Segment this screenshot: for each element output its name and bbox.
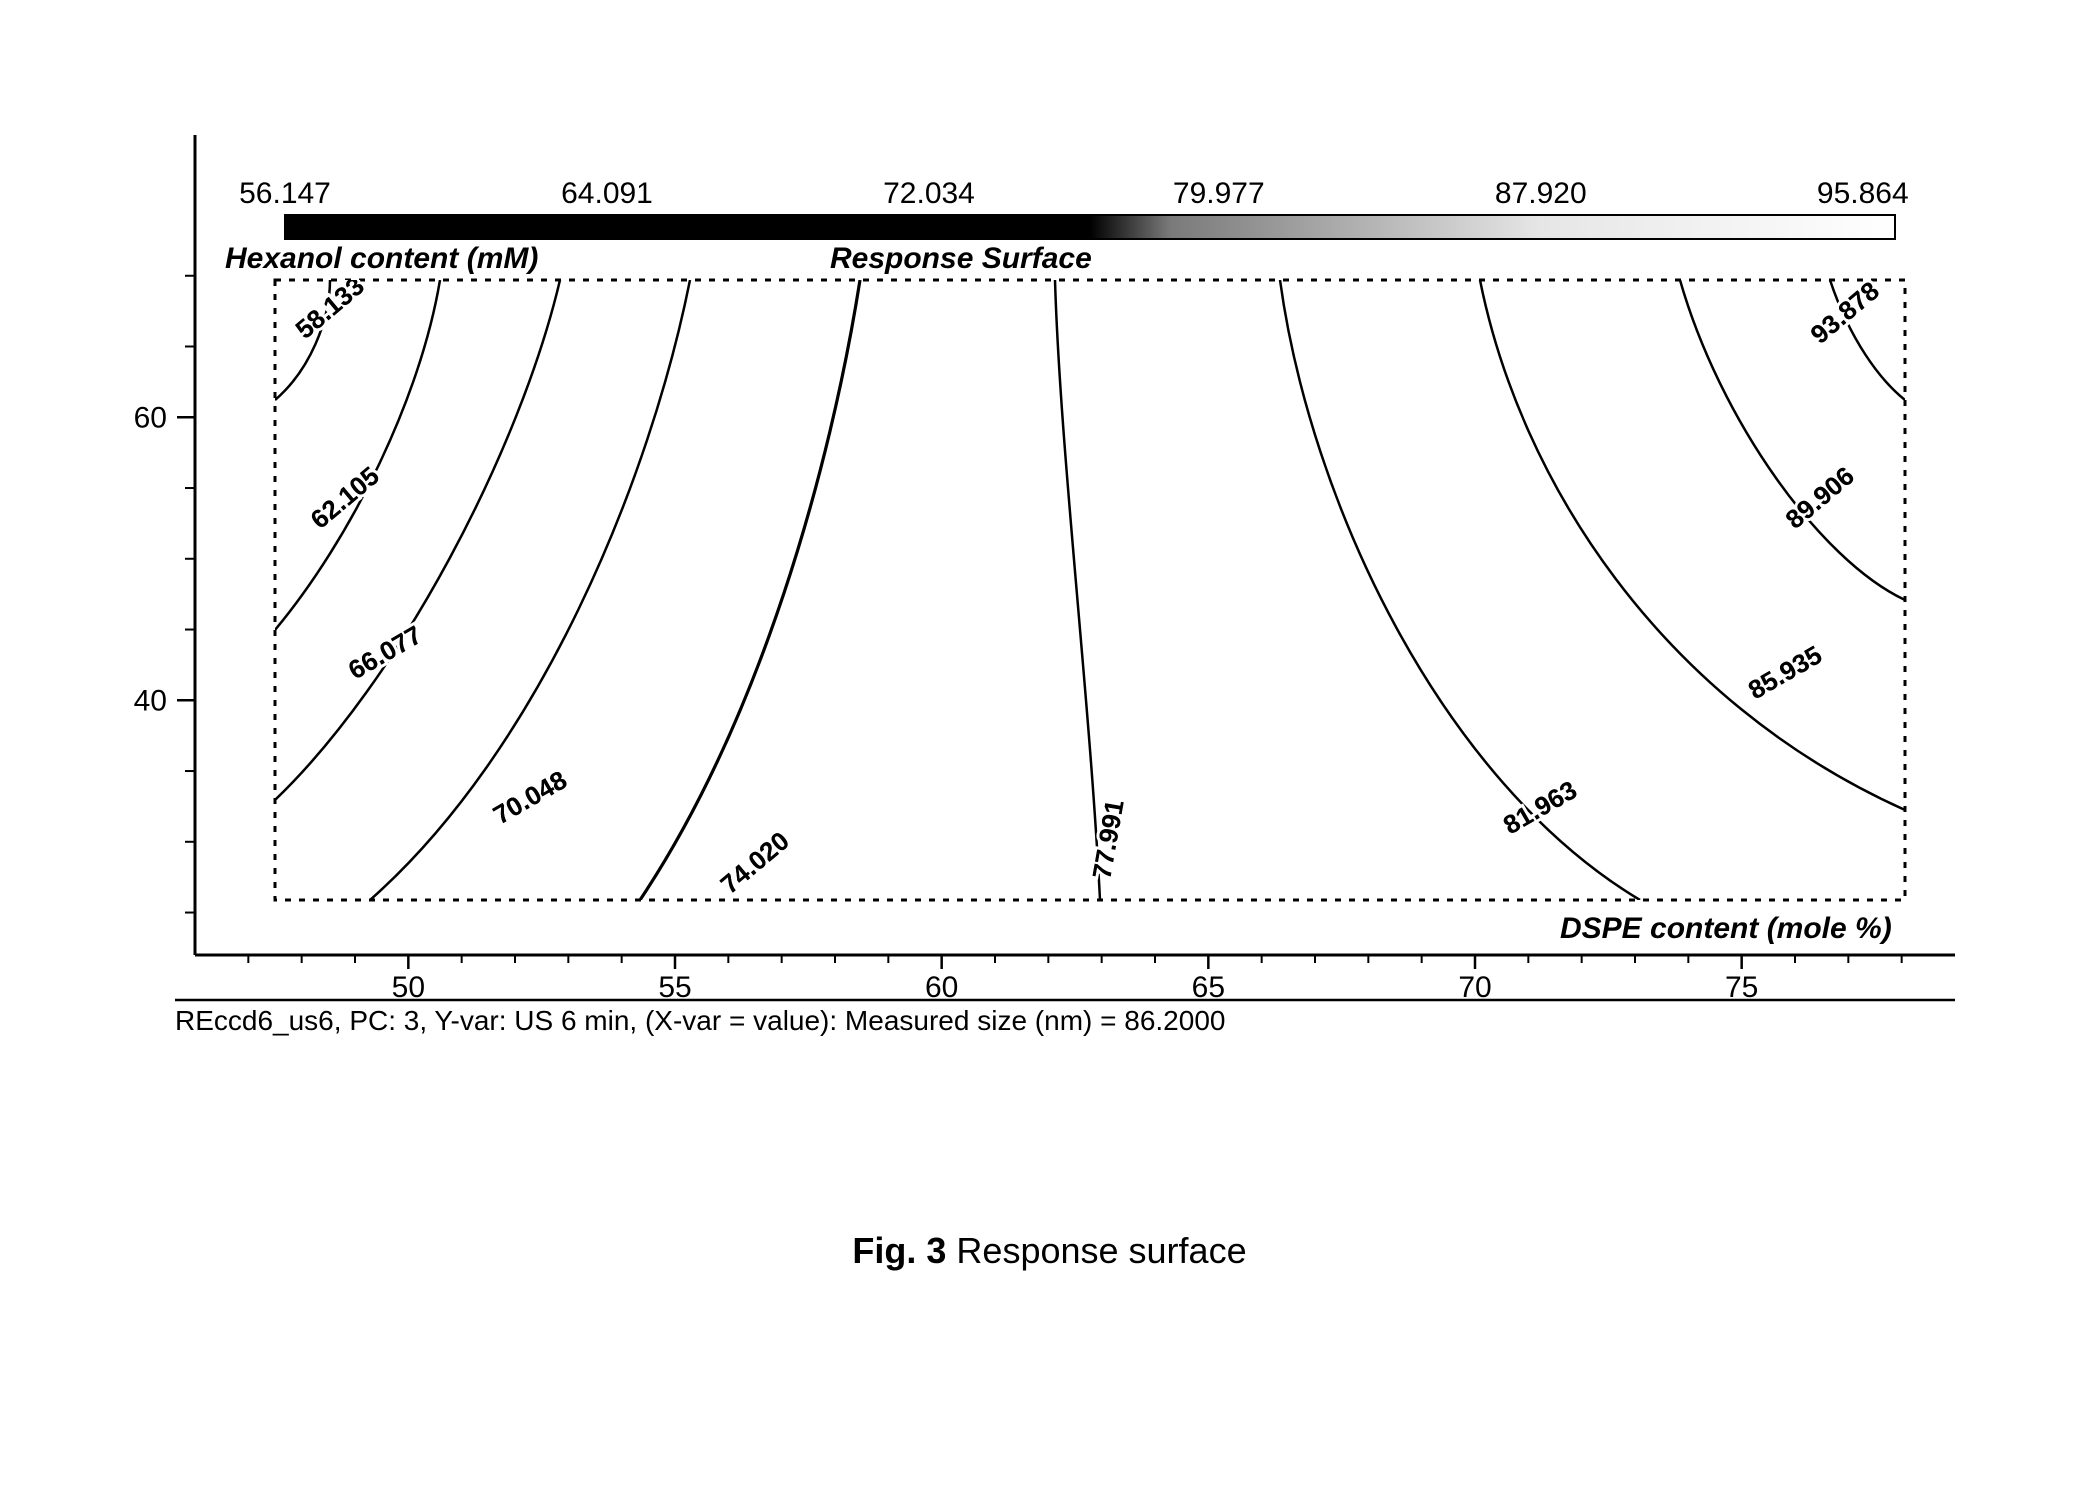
colorbar-tick-label: 64.091	[561, 177, 653, 210]
contour-plot: 56.147 64.091 72.034 79.977 87.920 95.864 Hexa…	[0, 0, 2099, 1506]
contour-line	[1480, 280, 1905, 810]
y-tick-label: 40	[134, 684, 167, 717]
contour-label: 62.10562.105	[305, 460, 385, 534]
y-axis-label: Hexanol content (mM)	[225, 242, 538, 275]
chart-title: Response Surface	[830, 242, 1092, 275]
contour-label: 74.02074.020	[715, 825, 795, 899]
colorbar-tick-label: 95.864	[1817, 177, 1909, 210]
contour-line	[1280, 280, 1640, 900]
contour-label: 66.07766.077	[343, 619, 427, 685]
x-axis-label: DSPE content (mole %)	[1560, 912, 1892, 945]
svg-text:77.991: 77.991	[1086, 798, 1129, 882]
contour-line	[1055, 280, 1100, 900]
svg-text:66.077: 66.077	[343, 619, 427, 685]
svg-text:81.963: 81.963	[1498, 774, 1582, 840]
colorbar-tick-label: 87.920	[1495, 177, 1587, 210]
y-tick-label: 60	[134, 401, 167, 434]
colorbar-tick-label: 79.977	[1173, 177, 1265, 210]
footer-text: REccd6_us6, PC: 3, Y-var: US 6 min, (X-v…	[175, 1005, 1225, 1036]
contour-label: 85.93585.935	[1743, 639, 1827, 705]
contour-label: 70.04870.048	[488, 764, 572, 830]
contour-label: 81.96381.963	[1498, 774, 1582, 840]
contour-lines: 58.13358.13362.10562.10566.07766.07770.0…	[275, 270, 1905, 900]
svg-text:70.048: 70.048	[488, 764, 572, 830]
contour-label: 77.99177.991	[1086, 798, 1129, 882]
svg-text:85.935: 85.935	[1743, 639, 1827, 705]
svg-text:93.878: 93.878	[1805, 275, 1885, 349]
colorbar-tick-label: 72.034	[883, 177, 975, 210]
figure-caption: Fig. 3 Response surface	[0, 1230, 2099, 1272]
contour-label: 93.87893.878	[1805, 275, 1885, 349]
contour-line	[1680, 280, 1905, 600]
contour-line	[640, 280, 860, 900]
page: 56.147 64.091 72.034 79.977 87.920 95.864 Hexa…	[0, 0, 2099, 1506]
svg-text:74.020: 74.020	[715, 825, 795, 899]
svg-text:62.105: 62.105	[305, 460, 385, 534]
colorbar-tick-label: 56.147	[239, 177, 331, 210]
